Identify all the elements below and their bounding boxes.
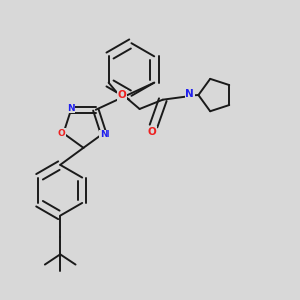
Text: N: N — [185, 89, 194, 99]
Text: O: O — [118, 90, 126, 100]
Text: O: O — [58, 129, 66, 138]
Text: N: N — [100, 130, 107, 139]
Text: N: N — [67, 104, 75, 113]
Text: O: O — [58, 129, 66, 138]
Text: N: N — [67, 104, 75, 113]
Text: N: N — [101, 130, 109, 139]
Text: O: O — [148, 127, 156, 136]
